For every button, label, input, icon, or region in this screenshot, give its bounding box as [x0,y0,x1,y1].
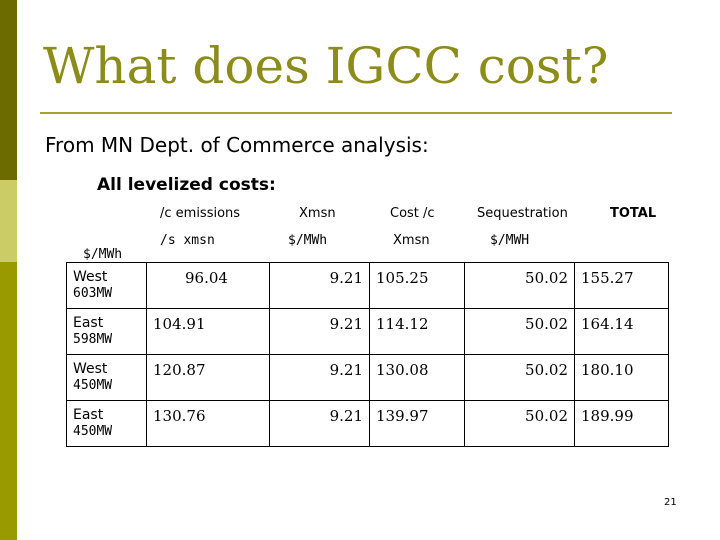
cell-xmsn: 9.21 [269,262,370,309]
header-total: TOTAL [610,206,657,221]
row-name: West [73,269,108,285]
cell-sequestration: 50.02 [464,262,575,309]
row-capacity: 603MW [73,286,113,301]
row-capacity: 450MW [73,378,113,393]
row-name: East [73,407,104,423]
page-number: 21 [664,497,677,508]
accent-bar-mid [0,262,17,540]
cell-emissions: 120.87 [146,354,270,401]
cell-emissions: 96.04 [146,262,270,309]
header-emissions-line1: /c emissions [160,206,241,221]
cell-cost: 139.97 [369,400,465,447]
cell-total: 164.14 [574,308,669,355]
row-name: West [73,361,108,377]
accent-bar-dark [0,0,17,180]
slide-subtitle: From MN Dept. of Commerce analysis: [45,133,429,157]
row-label: East 450MW [66,400,147,447]
cell-xmsn: 9.21 [269,308,370,355]
header-sequestration-line2: $/MWH [490,233,530,248]
row-label: West 450MW [66,354,147,401]
cell-emissions: 130.76 [146,400,270,447]
cell-sequestration: 50.02 [464,354,575,401]
cell-total: 155.27 [574,262,669,309]
row-label: West 603MW [66,262,147,309]
cell-emissions: 104.91 [146,308,270,355]
header-xmsn-line2: $/MWh [288,233,328,248]
cell-xmsn: 9.21 [269,400,370,447]
cell-cost: 130.08 [369,354,465,401]
header-cost-line1: Cost /c [390,206,435,221]
cell-cost: 105.25 [369,262,465,309]
cell-sequestration: 50.02 [464,400,575,447]
row-unit-label: $/MWh [83,247,123,262]
title-underline [40,112,672,114]
header-cost-line2: Xmsn [393,233,430,248]
row-capacity: 598MW [73,332,113,347]
cell-sequestration: 50.02 [464,308,575,355]
header-xmsn-line1: Xmsn [299,206,336,221]
cell-xmsn: 9.21 [269,354,370,401]
header-emissions-line2: /s xmsn [160,233,215,248]
cost-table: West 603MW 96.04 9.21 105.25 50.02 155.27… [66,262,669,447]
slide-title: What does IGCC cost? [43,37,609,95]
table-row: East 598MW 104.91 9.21 114.12 50.02 164.1… [66,308,669,355]
cell-cost: 114.12 [369,308,465,355]
header-sequestration-line1: Sequestration [477,206,568,221]
table-row: West 603MW 96.04 9.21 105.25 50.02 155.27 [66,262,669,309]
cell-total: 189.99 [574,400,669,447]
row-capacity: 450MW [73,424,113,439]
table-row: East 450MW 130.76 9.21 139.97 50.02 189.9… [66,400,669,447]
accent-bar-light [0,180,17,262]
section-heading: All levelized costs: [97,175,276,195]
table-row: West 450MW 120.87 9.21 130.08 50.02 180.1… [66,354,669,401]
row-label: East 598MW [66,308,147,355]
row-name: East [73,315,104,331]
cell-total: 180.10 [574,354,669,401]
